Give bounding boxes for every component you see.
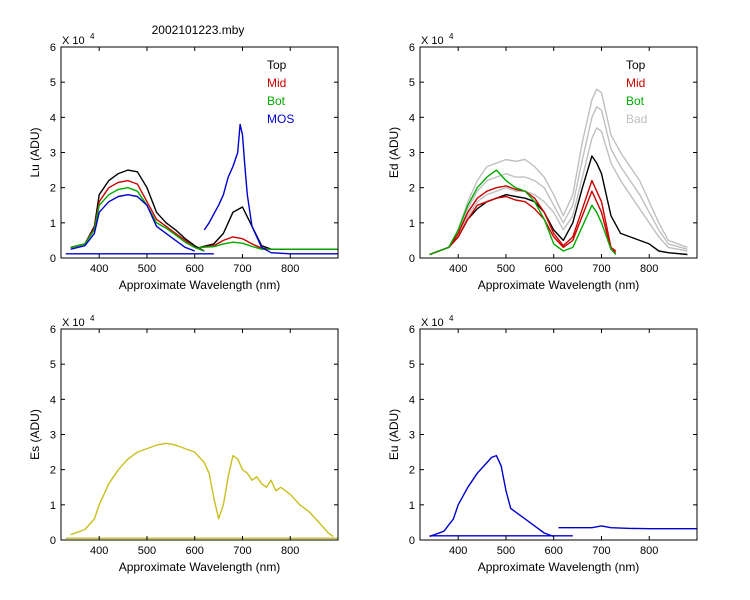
x-tick-label: 800 <box>640 263 658 275</box>
legend-entry-bad: Bad <box>626 112 647 126</box>
y-tick-label: 6 <box>50 324 56 336</box>
x-tick-label: 600 <box>545 545 563 557</box>
series-line-eu-0 <box>429 454 554 538</box>
legend-entry-mos: MOS <box>267 112 294 126</box>
series-line-mos-7 <box>203 123 338 255</box>
x-axis-label: Approximate Wavelength (nm) <box>478 560 640 574</box>
y-tick-label: 1 <box>50 500 56 512</box>
x-tick-label: 400 <box>449 545 467 557</box>
y-tick-label: 1 <box>50 218 56 230</box>
x-tick-label: 500 <box>497 545 515 557</box>
series-line-eu-2 <box>558 525 697 530</box>
y-tick-label: 0 <box>50 253 56 265</box>
legend-entry-bot: Bot <box>626 94 645 108</box>
x-tick-label: 500 <box>138 263 156 275</box>
y-multiplier-label: X 10 <box>421 35 444 47</box>
y-exponent-label: 4 <box>449 32 454 41</box>
x-tick-label: 700 <box>233 545 251 557</box>
y-tick-label: 6 <box>50 42 56 54</box>
y-tick-label: 2 <box>50 465 56 477</box>
series-line-es-0 <box>70 442 334 538</box>
x-axis-label: Approximate Wavelength (nm) <box>119 560 281 574</box>
x-tick-label: 700 <box>233 263 251 275</box>
y-tick-label: 0 <box>409 253 415 265</box>
y-tick-label: 6 <box>409 42 415 54</box>
series-line-bad-0 <box>429 88 688 256</box>
y-tick-label: 4 <box>50 394 56 406</box>
legend-entry-mid: Mid <box>267 76 286 90</box>
y-multiplier-label: X 10 <box>421 317 444 329</box>
legend-entry-mid: Mid <box>626 76 645 90</box>
series-line-bot-4 <box>70 187 205 252</box>
y-exponent-label: 4 <box>449 314 454 323</box>
chart-es: 400 500 600 700 800 0 1 2 3 4 5 6 X 10 4 Approximate W… <box>28 314 339 574</box>
y-axis-label: Lu (ADU) <box>28 127 42 177</box>
legend-entry-top: Top <box>626 58 646 72</box>
series-line-bad-1 <box>429 106 688 256</box>
y-tick-label: 1 <box>409 500 415 512</box>
y-tick-label: 3 <box>409 148 415 160</box>
y-tick-label: 5 <box>409 77 415 89</box>
x-tick-label: 700 <box>592 545 610 557</box>
plot-frame <box>419 328 698 541</box>
x-tick-label: 600 <box>186 545 204 557</box>
chart-lu: 400 500 600 700 800 0 1 2 3 4 5 6 X 10 4 Approximate W… <box>28 32 339 292</box>
y-multiplier-label: X 10 <box>62 35 85 47</box>
legend-entry-top: Top <box>267 58 287 72</box>
x-tick-label: 600 <box>186 263 204 275</box>
x-tick-label: 500 <box>497 263 515 275</box>
x-tick-label: 700 <box>592 263 610 275</box>
chart-ed: 400 500 600 700 800 0 1 2 3 4 5 6 X 10 4 Approximate W… <box>387 32 698 292</box>
series-line-mid-3 <box>199 236 338 250</box>
y-tick-label: 2 <box>50 183 56 195</box>
plot-frame <box>60 328 339 541</box>
y-tick-label: 2 <box>409 183 415 195</box>
y-axis-label: Es (ADU) <box>28 409 42 460</box>
y-tick-label: 5 <box>50 77 56 89</box>
y-tick-label: 1 <box>409 218 415 230</box>
x-axis-label: Approximate Wavelength (nm) <box>478 278 640 292</box>
x-tick-label: 500 <box>138 545 156 557</box>
chart-eu: 400 500 600 700 800 0 1 2 3 4 5 6 X 10 4 Approximate W… <box>387 314 698 574</box>
y-tick-label: 0 <box>50 535 56 547</box>
y-tick-label: 3 <box>50 430 56 442</box>
x-tick-label: 400 <box>449 263 467 275</box>
series-line-bot-5 <box>199 241 338 250</box>
x-tick-label: 800 <box>281 545 299 557</box>
x-tick-label: 800 <box>281 263 299 275</box>
x-tick-label: 400 <box>90 263 108 275</box>
y-tick-label: 3 <box>409 430 415 442</box>
y-tick-label: 4 <box>409 112 415 124</box>
y-tick-label: 0 <box>409 535 415 547</box>
series-line-mid-4 <box>429 179 617 256</box>
plot-frame <box>60 46 339 259</box>
x-axis-label: Approximate Wavelength (nm) <box>119 278 281 292</box>
y-exponent-label: 4 <box>90 314 95 323</box>
y-axis-label: Eu (ADU) <box>387 409 401 460</box>
series-line-bot-6 <box>429 169 617 256</box>
y-tick-label: 6 <box>409 324 415 336</box>
y-tick-label: 3 <box>50 148 56 160</box>
y-multiplier-label: X 10 <box>62 317 85 329</box>
x-tick-label: 800 <box>640 545 658 557</box>
series-line-mid-5 <box>429 190 617 256</box>
series-line-bad-2 <box>429 127 688 256</box>
y-exponent-label: 4 <box>90 32 95 41</box>
y-tick-label: 2 <box>409 465 415 477</box>
y-tick-label: 4 <box>409 394 415 406</box>
y-axis-label: Ed (ADU) <box>387 127 401 178</box>
series-line-top-3 <box>429 155 688 256</box>
figure-title: 2002101223.mby <box>152 23 245 37</box>
series-line-mos-6 <box>70 194 195 252</box>
x-tick-label: 600 <box>545 263 563 275</box>
legend-entry-bot: Bot <box>267 94 286 108</box>
y-tick-label: 5 <box>50 359 56 371</box>
x-tick-label: 400 <box>90 545 108 557</box>
y-tick-label: 4 <box>50 112 56 124</box>
y-tick-label: 5 <box>409 359 415 371</box>
